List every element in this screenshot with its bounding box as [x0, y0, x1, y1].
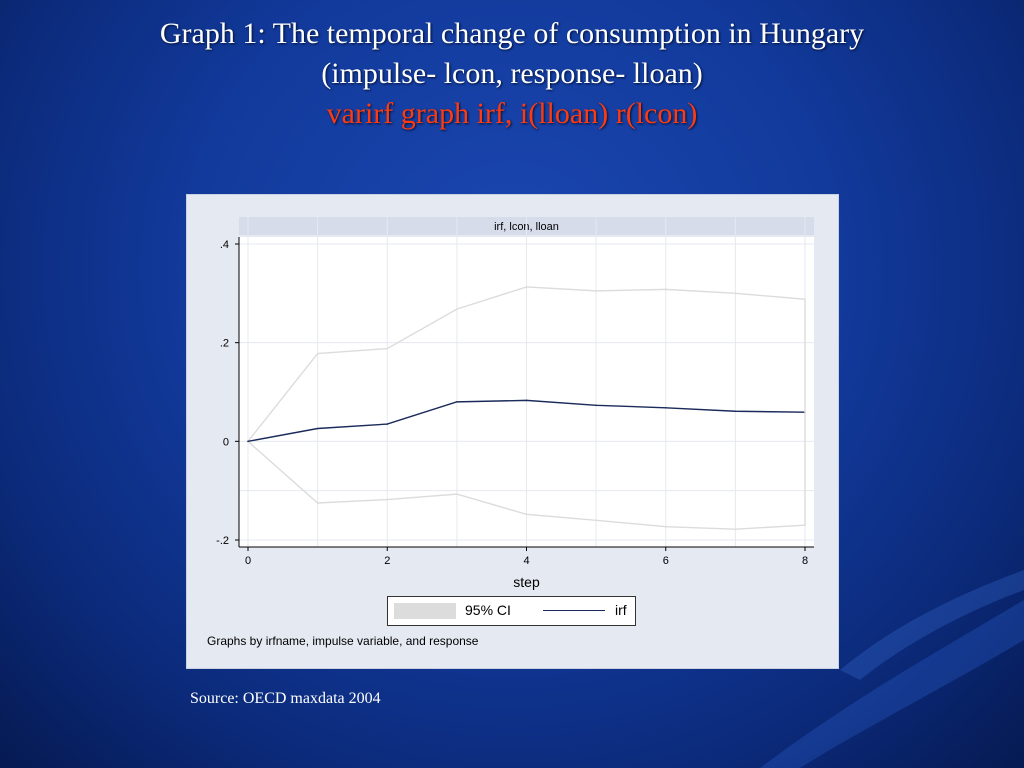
data-point-ci-lower	[734, 528, 737, 530]
y-tick-label: .4	[220, 239, 229, 251]
data-point-ci-lower	[316, 502, 319, 504]
chart-panel: irf, lcon, lloan -.2 0.2.4 0 2 4 6 8 step 95% CI…	[186, 194, 839, 669]
data-point-irf	[525, 399, 528, 402]
data-point-ci-lower	[595, 519, 597, 522]
data-point-ci-lower	[664, 525, 667, 528]
x-tick-label: 0	[245, 555, 251, 567]
data-point-irf	[595, 404, 597, 407]
x-tick-label: 8	[802, 555, 808, 567]
data-point-irf	[456, 401, 458, 403]
y-tick-label: -.2	[216, 535, 229, 547]
legend-irf-line	[543, 610, 605, 611]
x-tick-label: 6	[663, 555, 669, 567]
y-tick-label: 0	[223, 436, 229, 448]
source-text: Source: OECD maxdata 2004	[190, 690, 381, 707]
data-point-ci-upper	[664, 288, 667, 291]
data-point-irf	[386, 423, 389, 425]
data-point-ci-upper	[316, 352, 319, 355]
legend-ci-swatch	[394, 603, 456, 619]
title-line-2: (impulse- lcon, response- lloan)	[321, 57, 703, 90]
stata-command: varirf graph irf, i(lloan) r(lcon)	[326, 97, 698, 130]
data-point-irf	[316, 427, 319, 430]
data-point-ci-lower	[386, 498, 389, 501]
data-point-ci-upper	[386, 347, 389, 350]
data-point-irf	[247, 440, 249, 443]
legend-irf-label: irf	[615, 602, 627, 618]
title-line-1: Graph 1: The temporal change of consumpt…	[159, 17, 865, 50]
x-axis-label: step	[513, 574, 540, 590]
slide-title: Graph 1: The temporal change of consumpt…	[0, 14, 1024, 134]
data-point-ci-upper	[734, 292, 737, 295]
data-point-ci-lower	[456, 493, 458, 495]
data-point-irf	[664, 406, 667, 409]
data-point-ci-lower	[525, 513, 528, 516]
chart-legend: 95% CI irf	[387, 596, 636, 626]
y-tick-label: .2	[220, 338, 229, 350]
data-point-ci-upper	[456, 308, 458, 310]
data-point-ci-upper	[525, 286, 528, 288]
chart-note: Graphs by irfname, impulse variable, and…	[207, 634, 479, 648]
legend-ci-label: 95% CI	[465, 602, 511, 618]
x-tick-label: 4	[523, 555, 529, 567]
data-point-irf	[734, 410, 737, 413]
x-tick-label: 2	[384, 555, 390, 567]
data-point-ci-upper	[595, 290, 597, 292]
